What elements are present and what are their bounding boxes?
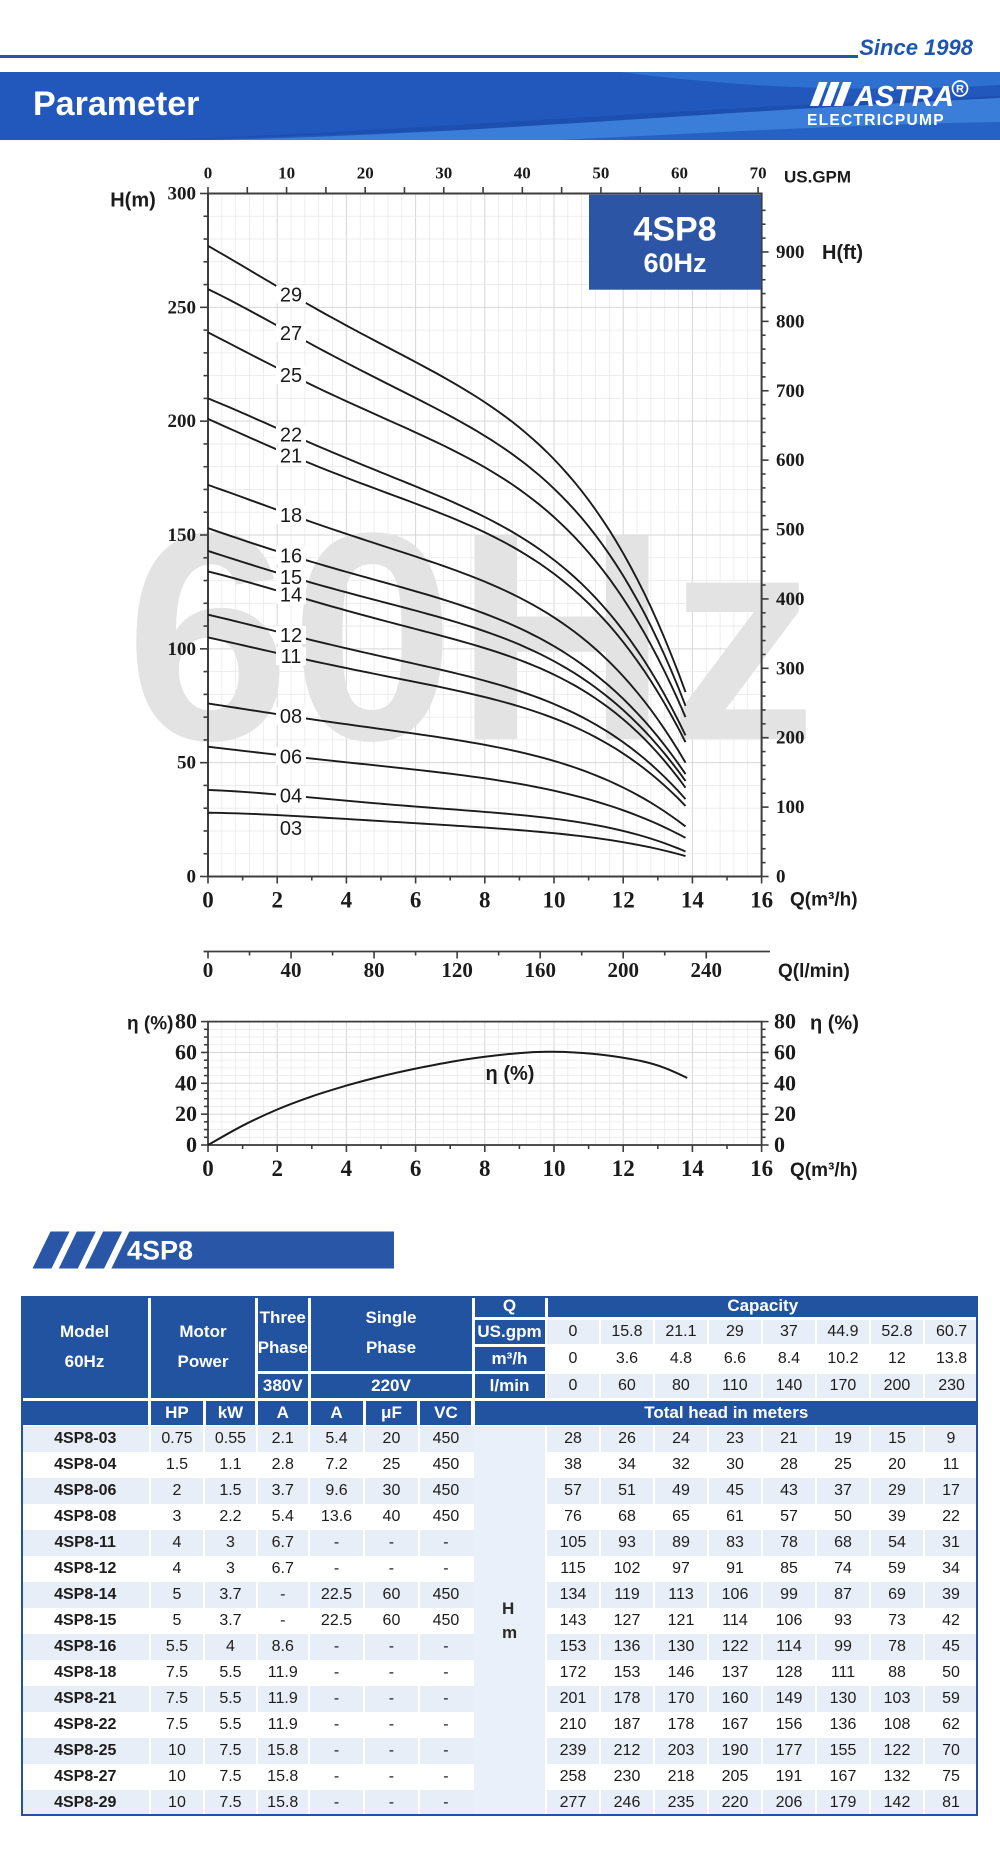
svg-text:4SP8: 4SP8	[127, 1236, 193, 1266]
svg-text:6: 6	[410, 1156, 422, 1181]
svg-text:60: 60	[175, 1040, 197, 1065]
svg-text:16: 16	[280, 546, 302, 568]
svg-text:03: 03	[280, 818, 302, 840]
svg-text:ELECTRICPUMP: ELECTRICPUMP	[807, 112, 945, 129]
svg-text:800: 800	[776, 311, 805, 332]
svg-text:200: 200	[168, 411, 197, 432]
svg-text:40: 40	[514, 164, 531, 183]
svg-text:11: 11	[281, 646, 302, 668]
svg-text:300: 300	[168, 184, 197, 205]
svg-text:16: 16	[750, 1156, 773, 1181]
svg-text:US.GPM: US.GPM	[784, 168, 851, 187]
svg-text:0: 0	[776, 867, 786, 888]
svg-text:0: 0	[187, 867, 197, 888]
svg-text:500: 500	[776, 520, 805, 541]
svg-text:η (%): η (%)	[127, 1014, 173, 1035]
svg-text:80: 80	[175, 1009, 197, 1034]
svg-text:R: R	[956, 84, 964, 96]
svg-text:40: 40	[175, 1070, 197, 1095]
svg-text:6: 6	[410, 888, 422, 913]
svg-text:60: 60	[774, 1040, 796, 1065]
svg-text:18: 18	[280, 505, 302, 527]
svg-text:240: 240	[690, 958, 722, 982]
svg-text:0: 0	[203, 958, 214, 982]
svg-text:Q(m³/h): Q(m³/h)	[790, 890, 858, 911]
svg-text:50: 50	[177, 753, 196, 774]
svg-text:06: 06	[280, 746, 302, 768]
svg-text:60Hz: 60Hz	[643, 248, 706, 278]
svg-text:160: 160	[524, 958, 556, 982]
svg-text:16: 16	[750, 888, 773, 913]
svg-text:8: 8	[479, 1156, 491, 1181]
svg-text:10: 10	[278, 164, 295, 183]
svg-text:4SP8: 4SP8	[633, 211, 716, 249]
svg-text:15: 15	[280, 567, 302, 589]
svg-text:700: 700	[776, 381, 805, 402]
svg-text:100: 100	[776, 797, 805, 818]
svg-text:70: 70	[750, 164, 767, 183]
svg-text:12: 12	[280, 625, 302, 647]
svg-text:40: 40	[774, 1070, 796, 1095]
svg-text:12: 12	[612, 888, 635, 913]
svg-text:08: 08	[280, 706, 302, 728]
svg-text:20: 20	[175, 1101, 197, 1126]
svg-text:29: 29	[280, 285, 302, 307]
svg-text:0: 0	[186, 1132, 197, 1157]
svg-text:2: 2	[271, 888, 283, 913]
svg-text:80: 80	[364, 958, 385, 982]
svg-text:H(m): H(m)	[110, 190, 156, 212]
svg-text:60Hz: 60Hz	[125, 471, 816, 802]
svg-text:400: 400	[776, 589, 805, 610]
svg-text:Q(m³/h): Q(m³/h)	[790, 1160, 858, 1181]
svg-text:20: 20	[357, 164, 374, 183]
svg-text:12: 12	[612, 1156, 635, 1181]
svg-text:0: 0	[202, 888, 214, 913]
svg-text:η (%): η (%)	[810, 1013, 859, 1035]
svg-text:H(ft): H(ft)	[822, 242, 863, 264]
svg-text:14: 14	[280, 585, 302, 607]
svg-text:10: 10	[543, 1156, 566, 1181]
svg-text:20: 20	[774, 1101, 796, 1126]
svg-text:21: 21	[280, 446, 302, 468]
svg-text:8: 8	[479, 888, 491, 913]
svg-text:4: 4	[341, 888, 353, 913]
svg-text:120: 120	[441, 958, 473, 982]
svg-text:25: 25	[280, 365, 302, 387]
svg-text:300: 300	[776, 658, 805, 679]
svg-text:0: 0	[774, 1132, 785, 1157]
svg-text:150: 150	[168, 525, 197, 546]
svg-text:60: 60	[671, 164, 688, 183]
svg-text:250: 250	[168, 297, 197, 318]
svg-text:14: 14	[681, 888, 705, 913]
svg-text:2: 2	[271, 1156, 283, 1181]
svg-text:30: 30	[435, 164, 452, 183]
svg-text:100: 100	[168, 639, 197, 660]
svg-text:80: 80	[774, 1009, 796, 1034]
svg-text:900: 900	[776, 242, 805, 263]
svg-text:200: 200	[607, 958, 639, 982]
svg-text:04: 04	[280, 786, 302, 808]
svg-text:4: 4	[341, 1156, 353, 1181]
svg-text:22: 22	[280, 424, 302, 446]
svg-text:200: 200	[776, 728, 805, 749]
svg-text:ASTRA: ASTRA	[853, 81, 954, 113]
svg-text:Q(l/min): Q(l/min)	[778, 961, 850, 982]
svg-text:10: 10	[543, 888, 566, 913]
svg-text:0: 0	[202, 1156, 214, 1181]
svg-text:50: 50	[592, 164, 609, 183]
svg-text:η (%): η (%)	[486, 1063, 535, 1085]
svg-text:14: 14	[681, 1156, 705, 1181]
svg-text:40: 40	[281, 958, 302, 982]
svg-text:0: 0	[204, 164, 213, 183]
svg-text:600: 600	[776, 450, 805, 471]
svg-text:27: 27	[280, 323, 302, 345]
